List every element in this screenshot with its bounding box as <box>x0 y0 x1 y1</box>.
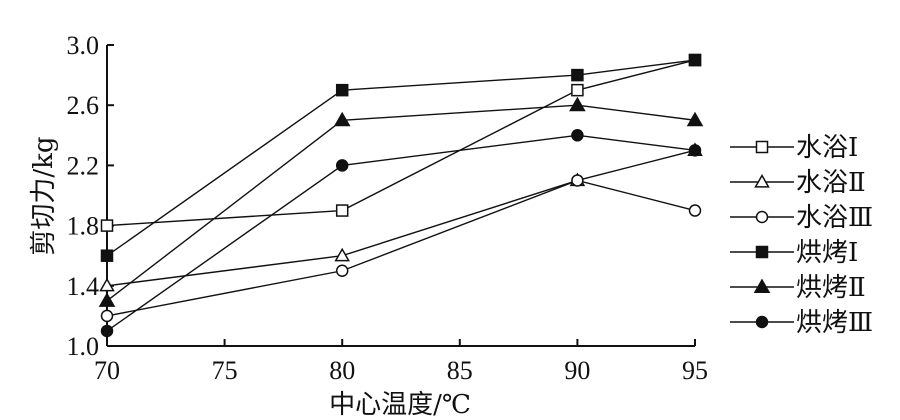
legend-item: 水浴Ⅱ <box>730 168 866 198</box>
legend-marker <box>755 245 769 259</box>
series-line <box>106 59 696 227</box>
y-tick-label: 2.6 <box>67 91 100 120</box>
legend-marker <box>754 173 770 188</box>
data-point <box>334 247 350 262</box>
series-line <box>106 104 696 302</box>
y-tick-label: 1.8 <box>67 212 100 241</box>
series-3 <box>100 174 702 323</box>
series-1 <box>100 53 702 232</box>
legend-label: 水浴Ⅲ <box>796 203 873 233</box>
legend-marker <box>753 278 771 293</box>
x-tick-label: 70 <box>94 356 120 385</box>
x-tick-label: 75 <box>212 356 238 385</box>
x-tick-label: 95 <box>682 356 708 385</box>
series-line <box>106 149 696 287</box>
legend-label: 烘烤Ⅱ <box>796 273 866 303</box>
series-line <box>106 134 696 332</box>
legend-item: 烘烤Ⅱ <box>730 273 866 303</box>
data-point <box>100 249 114 262</box>
data-point <box>571 83 584 97</box>
series-layer <box>98 53 704 338</box>
legend-marker <box>755 210 769 224</box>
x-tick-label: 80 <box>329 356 355 385</box>
data-point <box>571 129 584 142</box>
data-point <box>571 68 584 82</box>
legend-item: 水浴Ⅲ <box>730 203 873 233</box>
data-point <box>100 219 114 232</box>
legend-label: 水浴Ⅰ <box>796 133 858 163</box>
data-point <box>335 159 349 172</box>
data-point <box>688 144 702 157</box>
data-point <box>98 292 116 307</box>
y-tick-label: 1.4 <box>67 272 100 301</box>
data-point <box>333 111 351 127</box>
legend-label: 烘烤Ⅰ <box>796 238 858 268</box>
legend-item: 烘烤Ⅰ <box>730 238 858 268</box>
x-tick-label: 85 <box>447 356 473 385</box>
legend-marker <box>755 140 769 154</box>
data-point <box>335 264 349 277</box>
legend-label: 烘烤Ⅲ <box>796 308 873 338</box>
data-point <box>688 53 702 67</box>
data-point <box>688 204 702 217</box>
data-point <box>100 324 114 338</box>
data-point <box>571 174 584 187</box>
legend-marker <box>755 315 769 329</box>
legend: 水浴Ⅰ 水浴Ⅱ 水浴Ⅲ 烘烤Ⅰ 烘烤Ⅱ 烘烤Ⅲ <box>730 133 873 338</box>
series-4 <box>100 53 702 262</box>
series-6 <box>100 129 702 338</box>
data-point <box>335 83 349 97</box>
x-tick-label: 90 <box>564 356 590 385</box>
data-point <box>569 96 586 112</box>
series-5 <box>98 96 704 307</box>
axes: 70 75 80 85 90 95 1.0 1.4 1.8 2.2 2.6 3.0 <box>67 31 709 385</box>
legend-item: 烘烤Ⅲ <box>730 308 873 338</box>
series-line <box>106 179 696 317</box>
y-axis-title: 剪切力/kg <box>29 136 59 255</box>
data-point <box>100 309 114 323</box>
series-line <box>106 59 696 257</box>
data-point <box>686 111 704 127</box>
x-axis-title: 中心温度/℃ <box>329 390 471 420</box>
data-point <box>99 277 115 292</box>
y-tick-label: 3.0 <box>67 31 100 60</box>
y-tick-label: 2.2 <box>67 151 100 180</box>
series-2 <box>99 142 703 292</box>
data-point <box>335 204 349 217</box>
legend-label: 水浴Ⅱ <box>796 168 866 198</box>
y-tick-label: 1.0 <box>67 332 100 361</box>
legend-item: 水浴Ⅰ <box>730 133 858 163</box>
